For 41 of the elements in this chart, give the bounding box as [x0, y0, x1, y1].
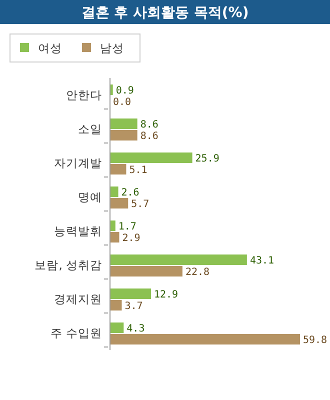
data-label: 3.7 [124, 301, 143, 312]
bar [110, 232, 120, 242]
y-tick-label: 명예 [78, 190, 102, 204]
data-label: 0.9 [116, 86, 134, 96]
bar [110, 164, 126, 174]
data-label: 0.0 [113, 97, 132, 108]
data-label: 4.3 [126, 324, 145, 334]
data-label: 12.9 [154, 290, 178, 300]
y-tick-label: 소일 [78, 122, 102, 136]
bar [110, 322, 124, 333]
data-label: 5.7 [131, 199, 150, 210]
data-label: 43.1 [250, 256, 274, 266]
bar [110, 220, 116, 231]
bar [110, 130, 138, 140]
bar [110, 186, 118, 197]
data-label: 8.6 [140, 131, 158, 142]
data-label: 25.9 [195, 154, 220, 164]
bar [110, 254, 247, 265]
bar [110, 152, 192, 163]
y-tick-label: 안한다 [66, 88, 102, 102]
bar [110, 300, 122, 310]
chart-title: 결혼 후 사회활동 목적(%) [81, 5, 249, 21]
data-label: 5.1 [129, 165, 148, 176]
bar [110, 288, 151, 299]
y-tick-label: 보람, 성취감 [34, 258, 102, 272]
y-tick-label: 주 수입원 [50, 326, 102, 340]
data-label: 59.8 [303, 335, 328, 346]
data-label: 2.6 [121, 188, 140, 198]
data-label: 8.6 [140, 120, 158, 130]
bar [110, 198, 128, 208]
bar [110, 334, 300, 344]
bar [110, 118, 138, 129]
y-tick-label: 능력발휘 [54, 224, 102, 238]
legend-label: 남성 [100, 41, 124, 55]
y-tick-label: 자기계발 [54, 156, 102, 170]
y-tick-label: 경제지원 [54, 292, 102, 306]
bar [110, 266, 182, 276]
data-label: 22.8 [185, 267, 210, 278]
legend-label: 여성 [38, 41, 62, 55]
data-label: 1.7 [118, 222, 136, 232]
data-label: 2.9 [122, 233, 140, 244]
